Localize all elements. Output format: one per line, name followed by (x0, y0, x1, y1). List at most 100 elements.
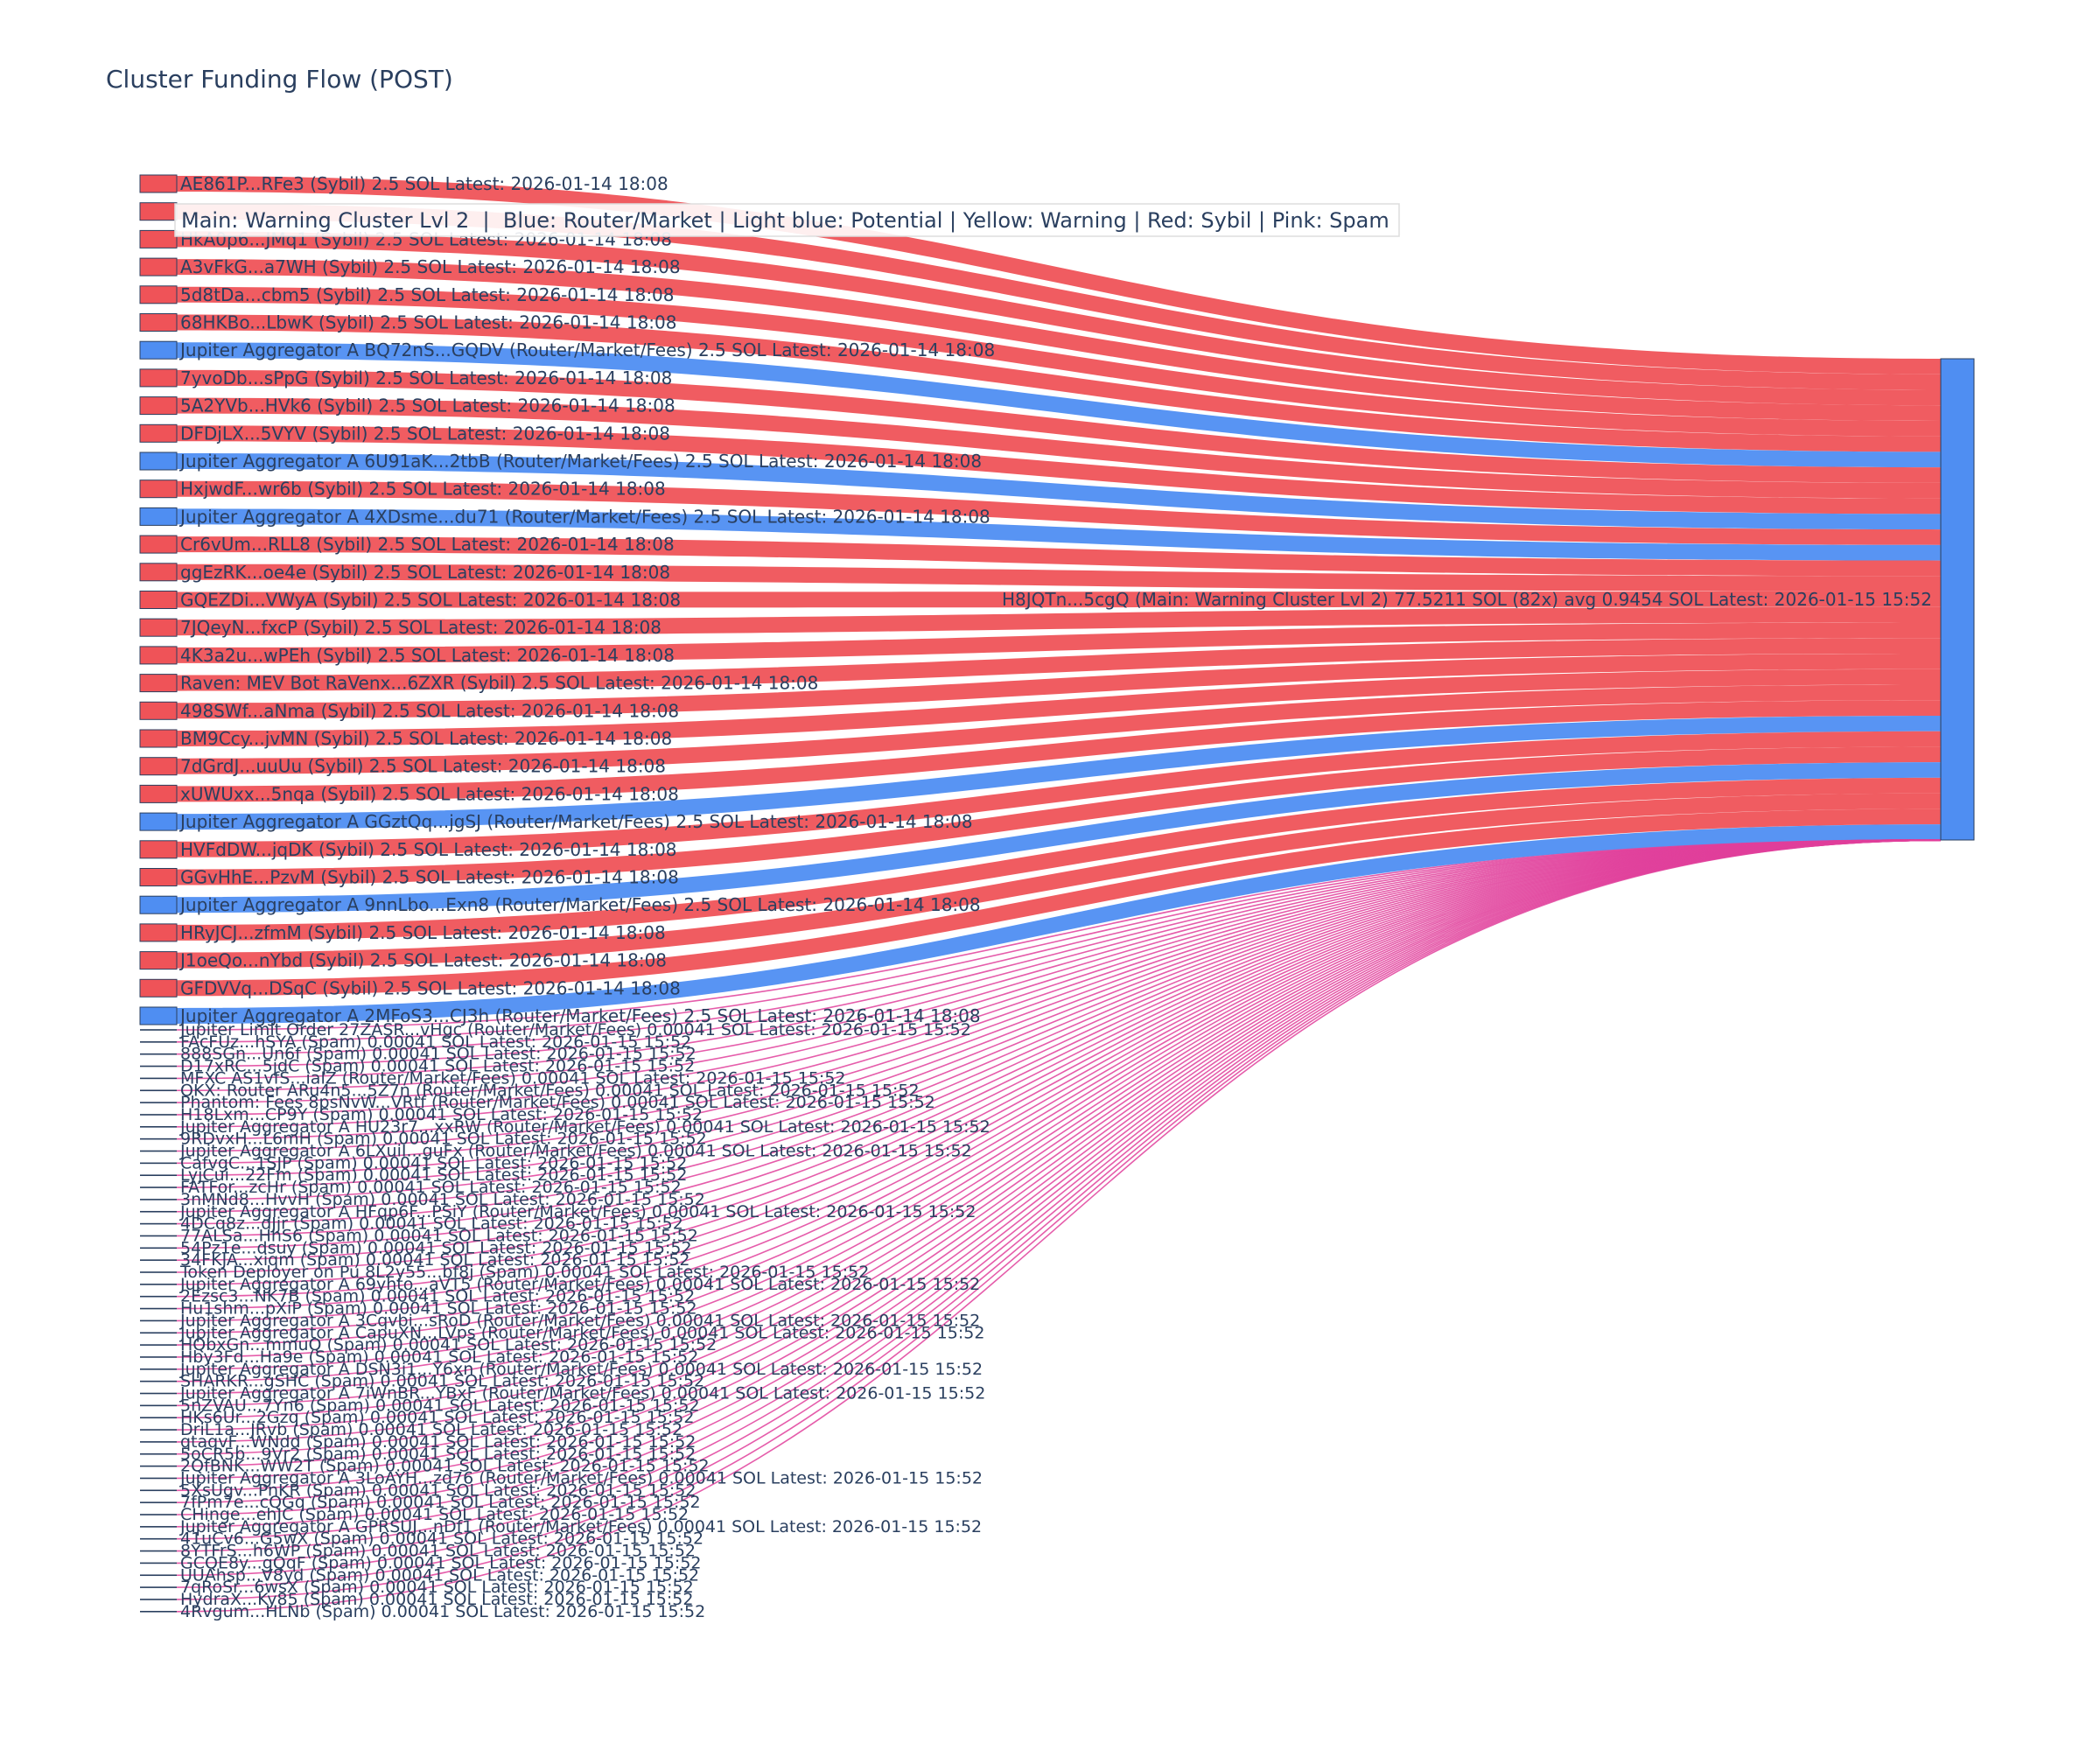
source-node[interactable] (139, 174, 178, 193)
source-node[interactable] (139, 507, 178, 526)
spam-node[interactable] (140, 1611, 177, 1613)
spam-node[interactable] (140, 1502, 177, 1503)
spam-node[interactable] (140, 1174, 177, 1176)
spam-node[interactable] (140, 1077, 177, 1080)
spam-node[interactable] (140, 1284, 177, 1285)
spam-node[interactable] (140, 1332, 177, 1334)
source-node-label: 498SWf...aNma (Sybil) 2.5 SOL Latest: 20… (180, 700, 679, 721)
spam-node[interactable] (140, 1114, 177, 1116)
spam-node-label: LyjCui...22Fm (Spam) 0.00041 SOL Latest:… (180, 1166, 687, 1185)
spam-node[interactable] (140, 1441, 177, 1443)
spam-node[interactable] (140, 1041, 177, 1043)
source-node[interactable] (139, 340, 178, 360)
spam-node[interactable] (140, 1537, 177, 1540)
spam-node[interactable] (140, 1550, 177, 1552)
source-node[interactable] (139, 591, 178, 609)
spam-node[interactable] (140, 1452, 177, 1455)
source-node[interactable] (139, 923, 178, 942)
spam-links (176, 839, 1942, 1613)
spam-node[interactable] (140, 1053, 177, 1055)
flow-link (177, 231, 1941, 406)
source-node[interactable] (139, 951, 178, 970)
source-node-label: 4K3a2u...wPEh (Sybil) 2.5 SOL Latest: 20… (180, 645, 675, 666)
source-node[interactable] (139, 701, 178, 720)
source-node[interactable] (139, 257, 178, 276)
spam-node-label: CafvgC...1SJP (Spam) 0.00041 SOL Latest:… (180, 1153, 687, 1172)
flow-link (177, 793, 1941, 969)
spam-node[interactable] (140, 1404, 177, 1407)
spam-node[interactable] (140, 1222, 177, 1225)
spam-node[interactable] (140, 1574, 177, 1577)
source-node-label: 5d8tDa...cbm5 (Sybil) 2.5 SOL Latest: 20… (180, 284, 675, 305)
spam-node[interactable] (140, 1089, 177, 1092)
source-node[interactable] (139, 868, 178, 886)
source-node[interactable] (139, 757, 178, 776)
source-node[interactable] (139, 729, 178, 748)
spam-node[interactable] (140, 1247, 177, 1250)
spam-node-label: Jupiter Aggregator A GPRSUJ...nDf1 (Rout… (179, 1517, 982, 1536)
source-node[interactable] (139, 535, 178, 554)
flow-link (177, 700, 1941, 802)
spam-node-label: D17xRC...5jdC (Spam) 0.00041 SOL Latest:… (180, 1057, 695, 1076)
spam-node[interactable] (140, 1199, 177, 1200)
source-node[interactable] (139, 452, 178, 471)
flow-link (177, 668, 1941, 746)
source-node[interactable] (139, 202, 178, 221)
source-node[interactable] (139, 285, 178, 304)
source-node[interactable] (139, 978, 178, 998)
spam-node[interactable] (140, 1368, 177, 1370)
spam-node[interactable] (140, 1526, 177, 1528)
spam-node[interactable] (140, 1307, 177, 1310)
source-node[interactable] (139, 563, 178, 582)
spam-node[interactable] (140, 1417, 177, 1418)
source-node[interactable] (139, 396, 178, 416)
spam-node[interactable] (140, 1344, 177, 1346)
spam-node[interactable] (140, 1599, 177, 1600)
spam-node[interactable] (140, 1429, 177, 1431)
spam-node[interactable] (140, 1392, 177, 1395)
source-node[interactable] (139, 618, 178, 637)
spam-node-label: 77ALSa...HhS6 (Spam) 0.00041 SOL Latest:… (180, 1226, 698, 1245)
source-node[interactable] (139, 812, 178, 831)
spam-node[interactable] (140, 1586, 177, 1588)
spam-node[interactable] (140, 1380, 177, 1382)
spam-node[interactable] (140, 1210, 177, 1213)
spam-node-label: 34FKJA...xiqm (Spam) 0.00041 SOL Latest:… (180, 1250, 690, 1270)
target-node[interactable] (1940, 358, 1975, 841)
spam-node[interactable] (140, 1102, 177, 1103)
spam-node[interactable] (140, 1562, 177, 1564)
spam-node[interactable] (140, 1320, 177, 1322)
source-node[interactable] (139, 840, 178, 859)
source-node[interactable] (139, 229, 178, 248)
spam-node[interactable] (140, 1235, 177, 1237)
spam-node-label: 5nZVAU...7Yn6 (Spam) 0.00041 SOL Latest:… (180, 1396, 700, 1415)
source-node[interactable] (139, 646, 178, 665)
spam-node-label: MFXC AS1vfS...ialZ (Router/Market/Fees) … (180, 1068, 846, 1088)
spam-node[interactable] (140, 1489, 177, 1492)
spam-node[interactable] (140, 1065, 177, 1068)
source-node[interactable] (139, 313, 178, 332)
spam-node[interactable] (140, 1271, 177, 1273)
spam-node[interactable] (140, 1477, 177, 1480)
source-node[interactable] (139, 368, 178, 388)
spam-node[interactable] (140, 1514, 177, 1516)
spam-node[interactable] (140, 1295, 177, 1298)
legend-box (174, 203, 1400, 237)
source-node[interactable] (139, 674, 178, 693)
spam-node[interactable] (140, 1162, 177, 1165)
source-node[interactable] (139, 480, 178, 499)
spam-node[interactable] (140, 1126, 177, 1128)
spam-node[interactable] (140, 1150, 177, 1152)
spam-link (176, 839, 1942, 1273)
source-node[interactable] (139, 784, 178, 803)
source-node[interactable] (139, 895, 178, 914)
spam-node[interactable] (140, 1029, 177, 1031)
spam-node[interactable] (140, 1186, 177, 1188)
spam-node[interactable] (140, 1259, 177, 1261)
spam-link (176, 839, 1942, 1382)
spam-node[interactable] (140, 1138, 177, 1140)
source-node[interactable] (139, 1006, 178, 1026)
spam-node[interactable] (140, 1356, 177, 1358)
source-node[interactable] (139, 424, 178, 443)
spam-node[interactable] (140, 1465, 177, 1467)
